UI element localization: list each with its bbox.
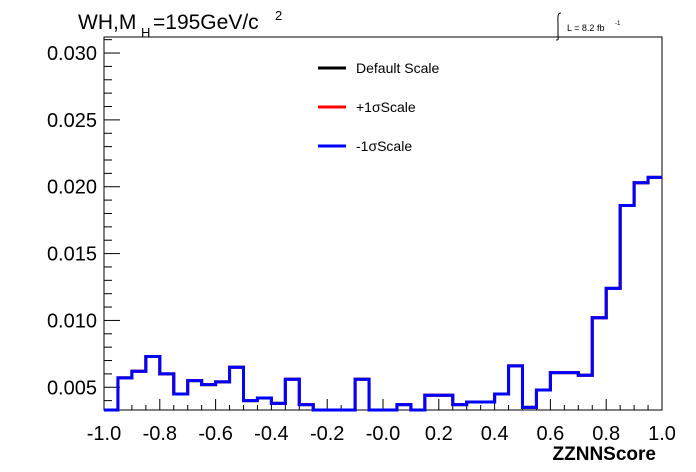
x-tick-label: 0.8 xyxy=(592,423,620,445)
luminosity-superscript: -1 xyxy=(615,21,621,27)
series-line-2 xyxy=(104,175,662,412)
chart-title-subscript: H xyxy=(141,25,150,40)
legend-label: Default Scale xyxy=(356,60,439,76)
y-tick-label: 0.025 xyxy=(47,110,97,132)
x-tick-label: -0.2 xyxy=(310,423,344,445)
y-tick-label: 0.010 xyxy=(47,310,97,332)
x-tick-label: -1.0 xyxy=(87,423,121,445)
x-tick-label: -0.6 xyxy=(198,423,232,445)
chart-title-main: WH,M xyxy=(78,11,136,34)
y-tick-label: 0.005 xyxy=(47,377,97,399)
x-axis-ticks: -1.0 -0.8 -0.6 -0.4 -0.2 -0.0 0.2 0.4 0.6 0.8 1.0 xyxy=(87,399,676,445)
chart-title-superscript: 2 xyxy=(275,8,282,23)
x-tick-label: 0.2 xyxy=(425,423,453,445)
legend: Default Scale +1σScale -1σScale xyxy=(318,60,439,154)
luminosity-label: L = 8.2 fb xyxy=(567,23,604,33)
x-tick-label: 0.6 xyxy=(536,423,564,445)
x-tick-label: 0.4 xyxy=(481,423,509,445)
integral-sign-icon xyxy=(555,12,562,41)
x-tick-label: -0.8 xyxy=(143,423,177,445)
x-tick-label: -0.0 xyxy=(366,423,400,445)
plot-frame xyxy=(103,36,663,411)
y-tick-label: 0.020 xyxy=(47,177,97,199)
y-tick-label: 0.015 xyxy=(47,244,97,266)
chart-title-rest: =195GeV/c xyxy=(153,11,259,34)
x-tick-label: 1.0 xyxy=(648,423,676,445)
x-axis-label: ZZNNScore xyxy=(553,444,656,465)
y-tick-label: 0.030 xyxy=(47,43,97,65)
legend-label: -1σScale xyxy=(356,138,412,154)
legend-label: +1σScale xyxy=(356,99,416,115)
series-layer xyxy=(104,175,662,412)
y-axis-ticks: 0.005 0.010 0.015 0.020 0.025 0.030 xyxy=(47,39,120,402)
luminosity-annotation: L = 8.2 fb -1 xyxy=(555,12,621,41)
x-tick-label: -0.4 xyxy=(254,423,288,445)
